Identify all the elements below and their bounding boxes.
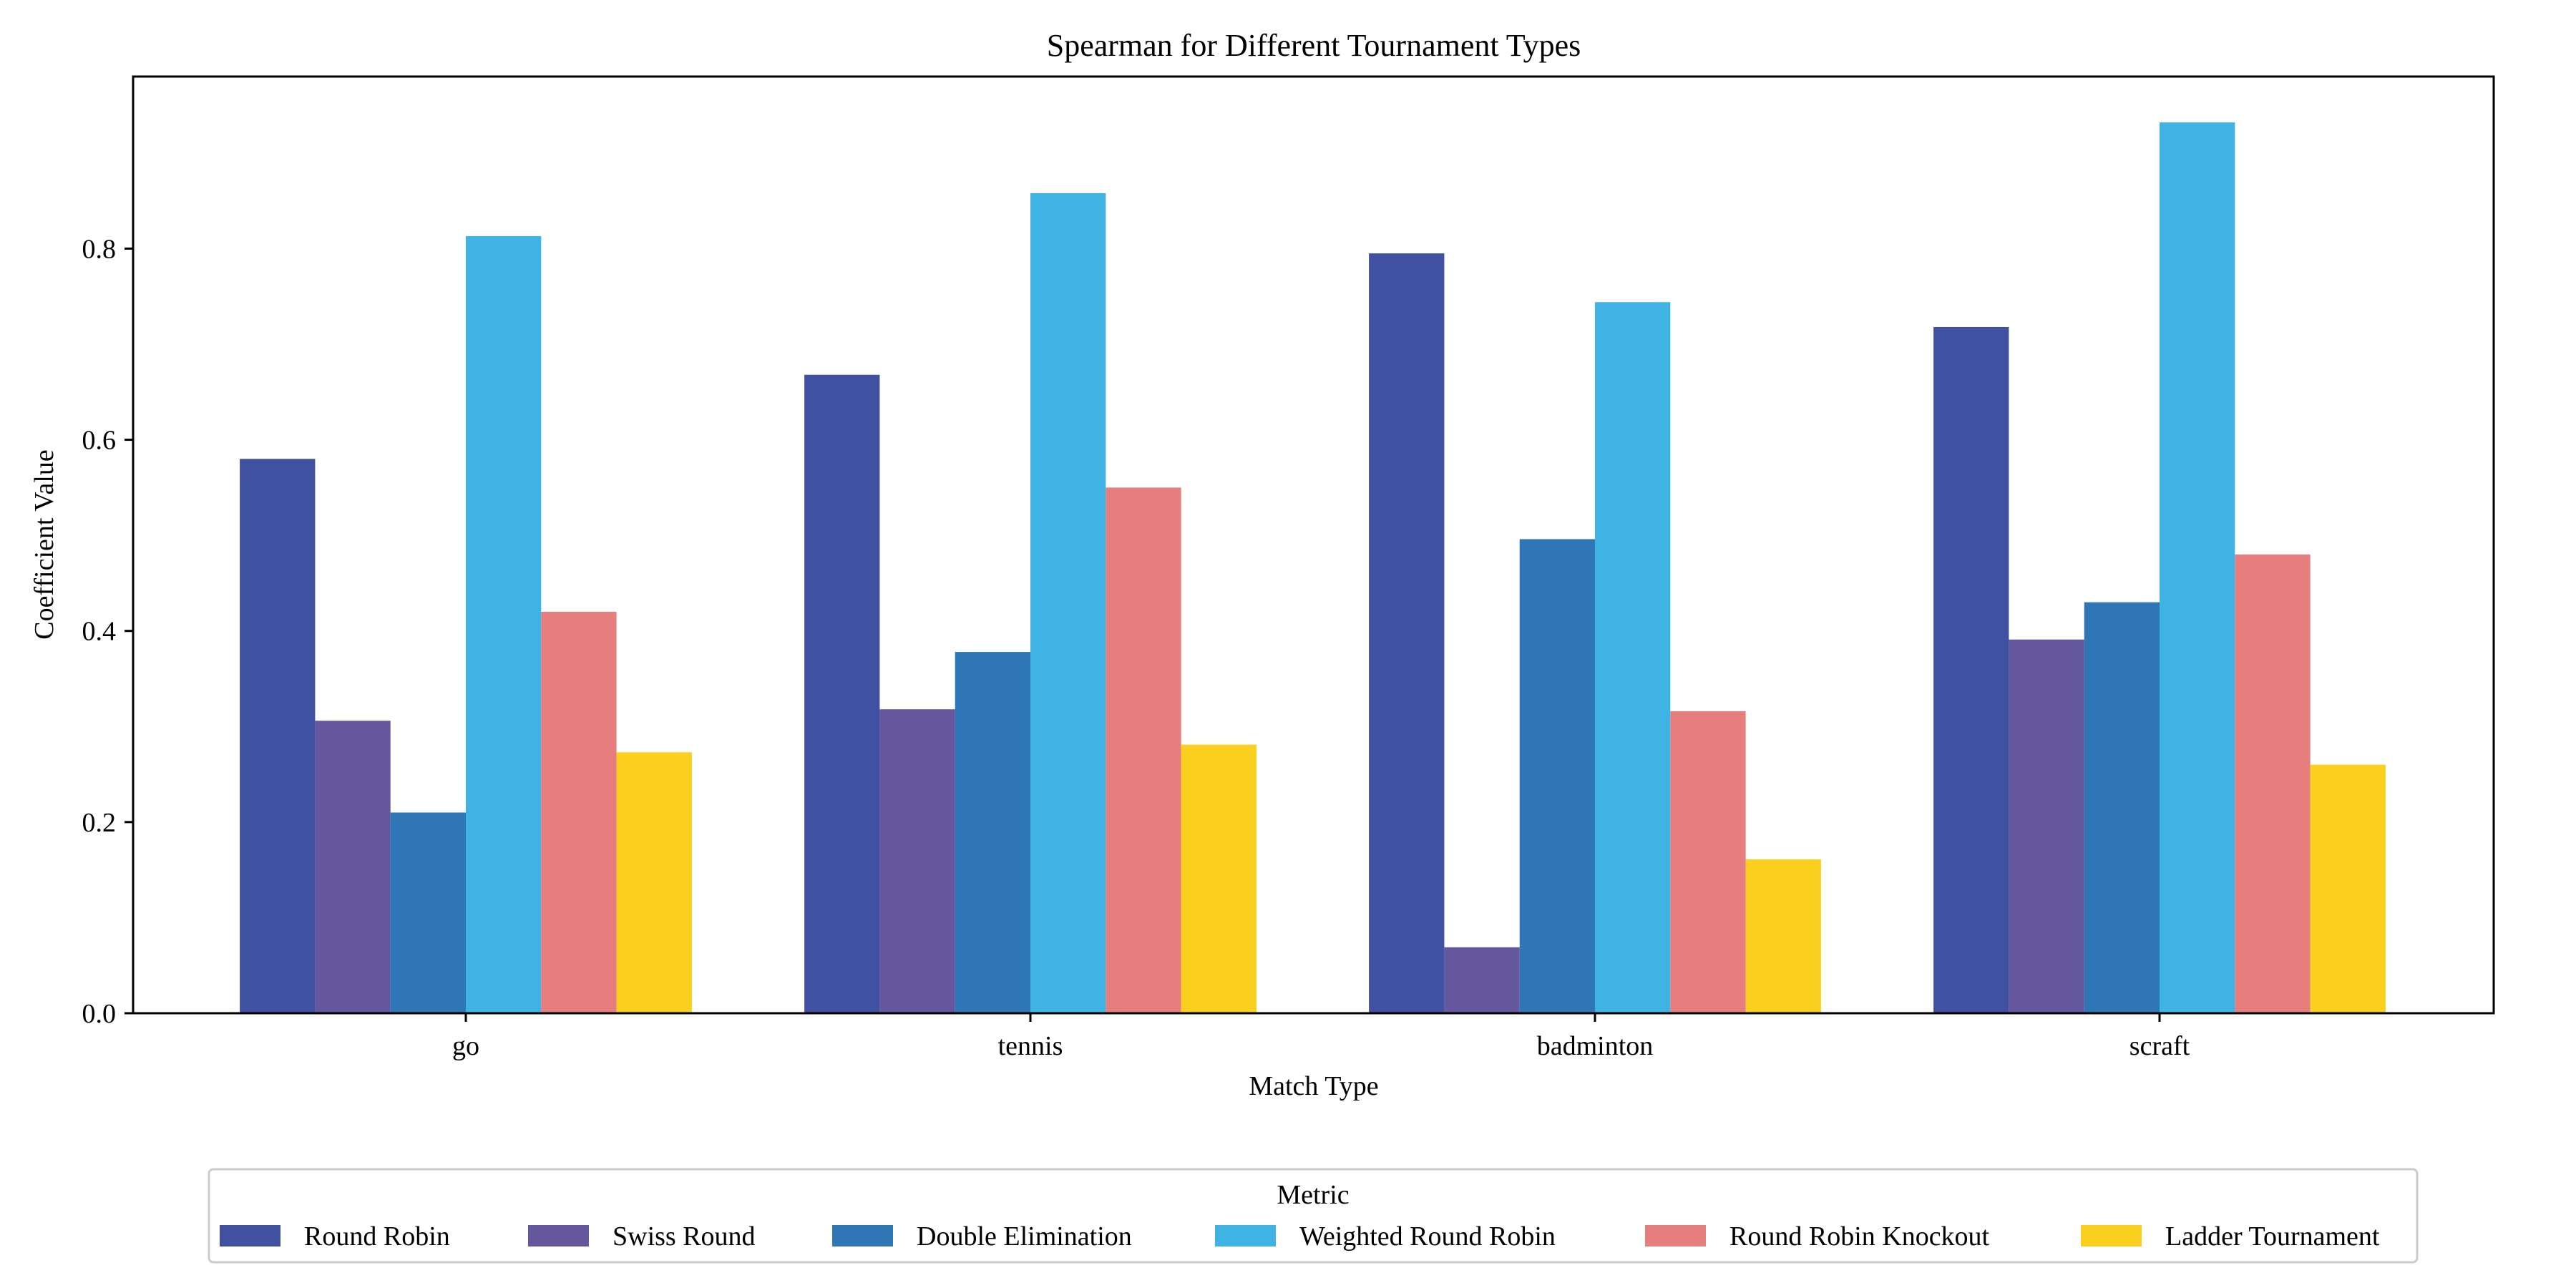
x-tick-label: go — [452, 1031, 479, 1061]
y-tick-label: 0.6 — [82, 426, 117, 456]
legend-label: Weighted Round Robin — [1299, 1221, 1556, 1252]
bar — [541, 612, 617, 1013]
bar — [240, 459, 316, 1013]
legend-entries: Round Robin Swiss Round Double Elimination… — [220, 1221, 2380, 1252]
x-tick-label: scraft — [2129, 1031, 2190, 1061]
y-tick-label: 0.0 — [82, 999, 117, 1029]
bar — [466, 236, 542, 1013]
y-tick-label: 0.2 — [82, 808, 117, 838]
bar — [315, 721, 391, 1013]
bar — [879, 709, 955, 1013]
plot-frame — [132, 75, 2495, 1015]
bar — [390, 812, 466, 1013]
legend-label: Swiss Round — [613, 1221, 756, 1252]
legend-swatch — [1645, 1225, 1706, 1246]
legend-swatch — [528, 1225, 589, 1246]
bar — [1670, 711, 1746, 1013]
bar — [1745, 859, 1821, 1013]
legend-swatch — [1215, 1225, 1276, 1246]
bar — [1030, 192, 1106, 1014]
legend-swatch — [220, 1225, 280, 1246]
legend-label: Round Robin — [304, 1221, 450, 1252]
bar — [1595, 302, 1671, 1014]
bar — [2009, 639, 2084, 1013]
chart-title: Spearman for Different Tournament Types — [1047, 28, 1581, 63]
bar — [1369, 253, 1445, 1013]
bar — [2310, 764, 2386, 1013]
x-axis-label: Match Type — [1249, 1071, 1378, 1101]
bar — [955, 652, 1030, 1013]
bar — [1444, 947, 1520, 1013]
bar — [1106, 487, 1181, 1013]
bar — [1933, 326, 2009, 1014]
legend-swatch — [832, 1225, 893, 1246]
legend-label: Ladder Tournament — [2165, 1221, 2380, 1252]
y-axis: 0.0 0.2 0.4 0.6 0.8 — [82, 234, 133, 1029]
legend: Metric Round Robin Swiss Round Double Elim… — [208, 1168, 2419, 1264]
y-tick-label: 0.8 — [82, 234, 117, 264]
y-axis-label: Coefficient Value — [29, 449, 59, 640]
bar — [2084, 602, 2160, 1013]
bar — [2160, 122, 2235, 1014]
bar — [804, 374, 880, 1013]
legend-frame — [208, 1168, 2419, 1264]
bar — [1519, 539, 1595, 1013]
legend-label: Double Elimination — [917, 1221, 1132, 1252]
bar — [1181, 744, 1257, 1013]
bar — [616, 752, 692, 1013]
bars-layer — [240, 122, 2386, 1014]
x-axis: go tennis badminton scraft — [452, 1013, 2190, 1061]
x-tick-label: tennis — [998, 1031, 1063, 1061]
x-tick-label: badminton — [1537, 1031, 1654, 1061]
legend-title: Metric — [1277, 1180, 1349, 1210]
y-tick-label: 0.4 — [82, 617, 117, 647]
bar — [2235, 554, 2311, 1013]
plot-area: 0.0 0.2 0.4 0.6 0.8 go tennis badminton scraft — [82, 75, 2495, 1061]
legend-swatch — [2081, 1225, 2142, 1246]
legend-label: Round Robin Knockout — [1729, 1221, 1990, 1252]
